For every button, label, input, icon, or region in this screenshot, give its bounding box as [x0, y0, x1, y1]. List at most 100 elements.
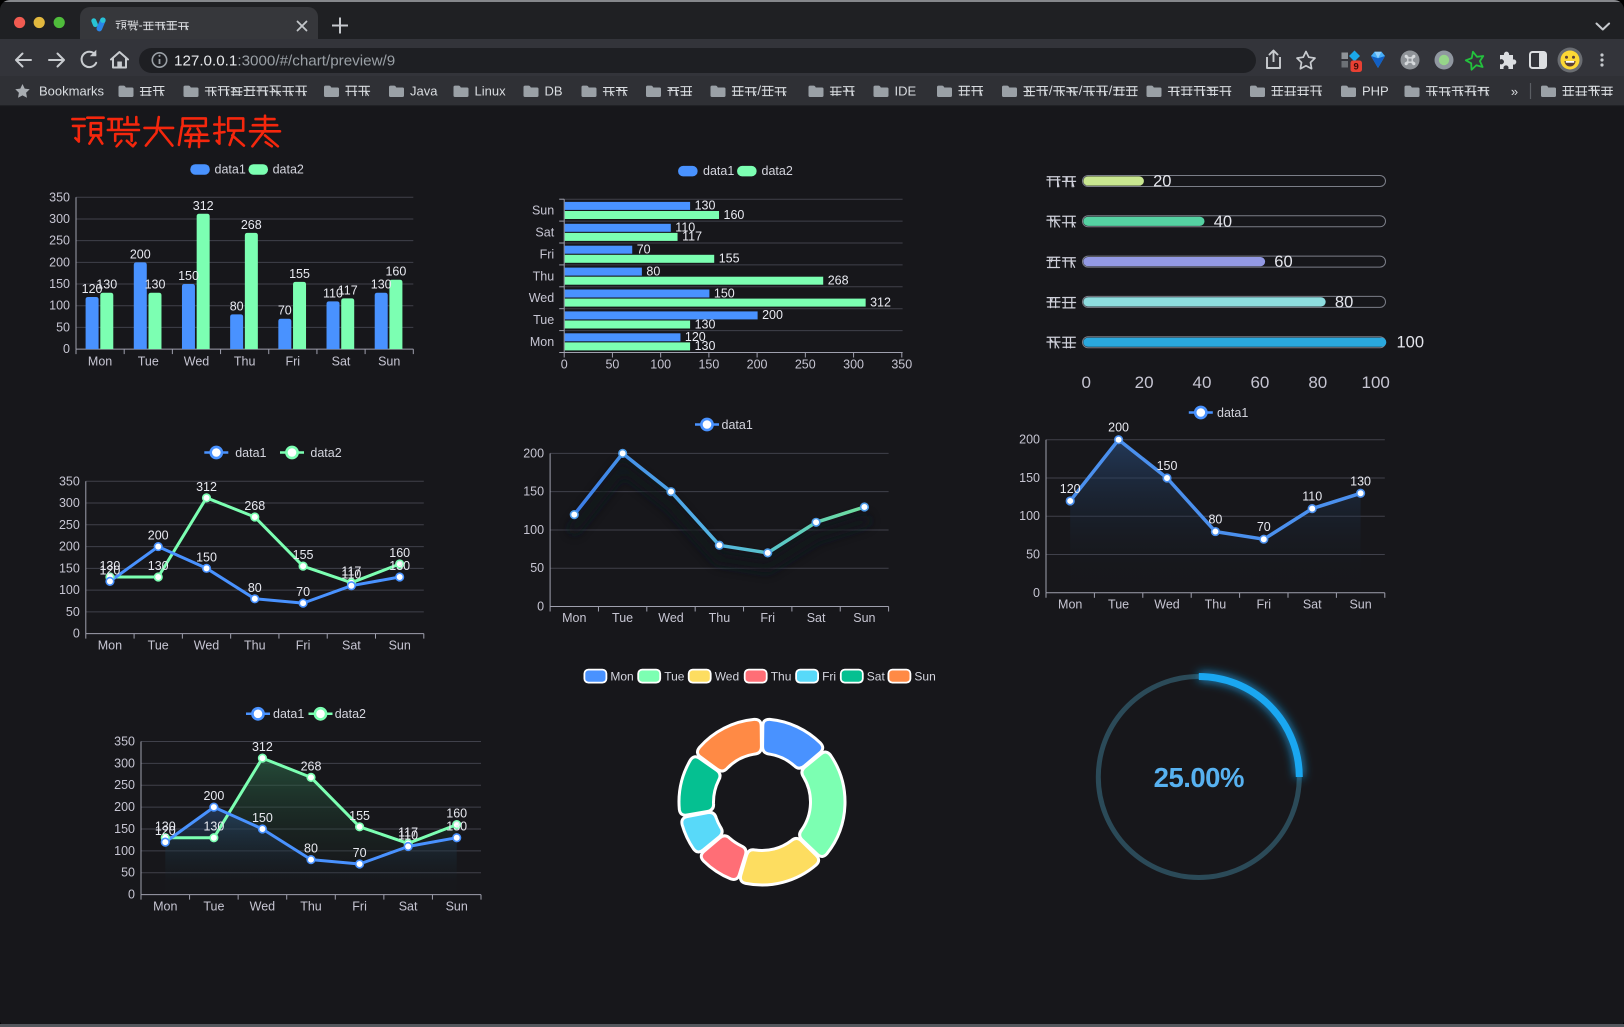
- svg-text:300: 300: [59, 496, 80, 510]
- svg-text:200: 200: [59, 540, 80, 554]
- svg-text:Sat: Sat: [867, 670, 886, 684]
- svg-text:300: 300: [843, 358, 864, 372]
- svg-text:60: 60: [1274, 253, 1292, 271]
- svg-text:117: 117: [682, 230, 702, 244]
- svg-text:110: 110: [341, 568, 361, 582]
- svg-text:117: 117: [338, 283, 358, 297]
- svg-text:130: 130: [145, 278, 166, 292]
- svg-text:50: 50: [121, 866, 135, 880]
- svg-text:200: 200: [114, 800, 135, 814]
- svg-text:Linux: Linux: [475, 84, 507, 99]
- svg-text:312: 312: [870, 295, 891, 309]
- svg-text:40: 40: [1214, 213, 1232, 231]
- svg-text:Sat: Sat: [1303, 598, 1322, 612]
- svg-text:Fri: Fri: [286, 355, 301, 369]
- svg-text:80: 80: [646, 264, 660, 278]
- svg-text:Thu: Thu: [300, 900, 322, 914]
- svg-text:Sun: Sun: [446, 900, 468, 914]
- svg-text:200: 200: [148, 529, 169, 543]
- svg-text:Wed: Wed: [250, 900, 276, 914]
- svg-text:200: 200: [747, 358, 768, 372]
- svg-text:Sat: Sat: [399, 900, 418, 914]
- svg-text:160: 160: [446, 807, 467, 821]
- svg-text:350: 350: [49, 190, 70, 204]
- svg-text:70: 70: [353, 846, 367, 860]
- svg-text:130: 130: [99, 559, 120, 573]
- svg-text:70: 70: [1257, 520, 1271, 534]
- svg-text:312: 312: [196, 480, 217, 494]
- svg-text:9: 9: [1354, 62, 1359, 73]
- svg-text:200: 200: [130, 247, 151, 261]
- svg-text:Tue: Tue: [148, 639, 169, 653]
- svg-text:Fri: Fri: [760, 611, 775, 625]
- svg-text:200: 200: [762, 308, 783, 322]
- svg-text:80: 80: [1308, 373, 1327, 392]
- svg-text:-: -: [139, 18, 143, 32]
- svg-text:data1: data1: [235, 446, 266, 460]
- svg-text:25.00%: 25.00%: [1154, 762, 1244, 793]
- svg-text:130: 130: [96, 278, 117, 292]
- svg-text:130: 130: [1350, 474, 1371, 488]
- svg-text:80: 80: [248, 581, 262, 595]
- svg-text:268: 268: [301, 759, 322, 773]
- svg-text:155: 155: [293, 548, 314, 562]
- svg-text:350: 350: [891, 358, 912, 372]
- svg-text:130: 130: [148, 559, 169, 573]
- svg-text:0: 0: [63, 342, 70, 356]
- svg-text:Sun: Sun: [389, 639, 411, 653]
- svg-text:»: »: [1511, 84, 1518, 99]
- svg-text:Thu: Thu: [533, 269, 555, 283]
- svg-text:Sat: Sat: [807, 611, 826, 625]
- svg-text:250: 250: [59, 518, 80, 532]
- svg-text:Mon: Mon: [153, 900, 177, 914]
- svg-text:155: 155: [289, 267, 310, 281]
- svg-text:Sun: Sun: [1349, 598, 1371, 612]
- svg-text:Mon: Mon: [88, 355, 112, 369]
- svg-text:70: 70: [278, 304, 292, 318]
- svg-text:data2: data2: [273, 163, 304, 177]
- svg-text:/: /: [1109, 83, 1113, 98]
- svg-text:Tue: Tue: [203, 900, 224, 914]
- svg-text:20: 20: [1135, 373, 1154, 392]
- svg-text:120: 120: [1060, 482, 1081, 496]
- svg-text:Mon: Mon: [610, 670, 633, 684]
- svg-text:100: 100: [1397, 334, 1425, 352]
- svg-text:data2: data2: [335, 707, 366, 721]
- svg-text:PHP: PHP: [1362, 84, 1389, 99]
- svg-text:160: 160: [389, 546, 410, 560]
- svg-text:Bookmarks: Bookmarks: [39, 84, 105, 99]
- svg-text:/: /: [1079, 83, 1083, 98]
- svg-text:0: 0: [561, 358, 568, 372]
- svg-text:Thu: Thu: [771, 670, 792, 684]
- svg-text:110: 110: [675, 221, 695, 235]
- svg-text:130: 130: [446, 820, 467, 834]
- svg-text:155: 155: [349, 809, 370, 823]
- svg-text:Tue: Tue: [138, 355, 159, 369]
- svg-text:100: 100: [59, 583, 80, 597]
- svg-text:Fri: Fri: [1257, 598, 1272, 612]
- svg-text:117: 117: [398, 825, 418, 839]
- svg-text:data1: data1: [273, 707, 304, 721]
- svg-text:Fri: Fri: [352, 900, 367, 914]
- svg-text:Mon: Mon: [98, 639, 122, 653]
- svg-text:50: 50: [530, 561, 544, 575]
- svg-text:50: 50: [1026, 548, 1040, 562]
- svg-text:120: 120: [82, 282, 103, 296]
- svg-text:data2: data2: [762, 164, 793, 178]
- svg-text:110: 110: [398, 829, 418, 843]
- svg-text:70: 70: [637, 243, 651, 257]
- svg-text:Fri: Fri: [296, 639, 311, 653]
- svg-text:Sat: Sat: [332, 355, 351, 369]
- svg-text:80: 80: [230, 299, 244, 313]
- svg-text:268: 268: [828, 274, 849, 288]
- svg-text:20: 20: [1153, 173, 1171, 191]
- svg-text:312: 312: [193, 199, 214, 213]
- svg-text:130: 130: [695, 339, 716, 353]
- svg-text:0: 0: [1033, 586, 1040, 600]
- svg-text:Thu: Thu: [234, 355, 256, 369]
- svg-text:127.0.0.1:3000/#/chart/preview: 127.0.0.1:3000/#/chart/preview/9: [174, 52, 395, 69]
- svg-text:100: 100: [114, 844, 135, 858]
- svg-text:150: 150: [178, 269, 199, 283]
- svg-text:120: 120: [99, 563, 120, 577]
- svg-text:Tue: Tue: [533, 313, 554, 327]
